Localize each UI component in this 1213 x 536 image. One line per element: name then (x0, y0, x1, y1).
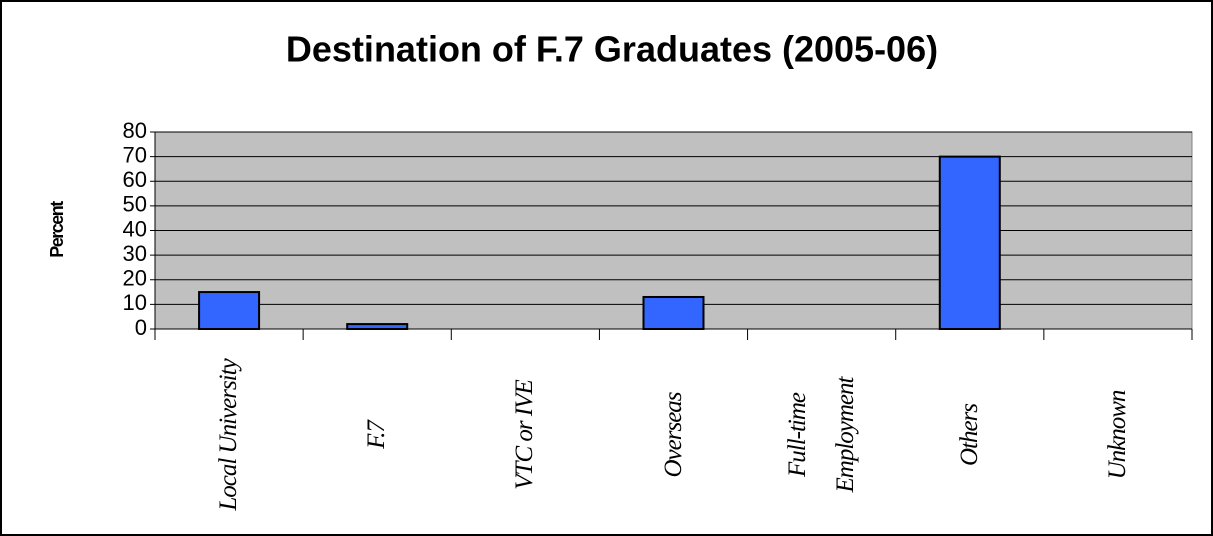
y-tick-label: 40 (123, 216, 147, 241)
bar (642, 295, 705, 330)
x-tick-label: Others (955, 403, 983, 467)
x-tick-label: Full-time Employment (783, 377, 859, 493)
y-tick-label: 80 (123, 118, 147, 143)
bar (938, 155, 1001, 330)
x-tick-label: F.7 (363, 421, 391, 449)
y-tick-label: 50 (123, 192, 147, 217)
x-tick-label: Unknown (1103, 390, 1131, 480)
y-tick-label: 60 (123, 167, 147, 192)
x-tick-label: Local University (215, 359, 243, 511)
y-tick-label: 30 (123, 241, 147, 266)
bar (198, 291, 261, 330)
y-tick-label: 70 (123, 142, 147, 167)
bar (346, 323, 409, 331)
x-tick-label: VTC or IVE (511, 380, 539, 490)
chart-title: Destination of F.7 Graduates (2005-06) (286, 29, 938, 70)
y-axis-label: Percent (47, 201, 67, 258)
x-tick-label: Overseas (659, 392, 687, 478)
y-tick-label: 20 (123, 266, 147, 291)
y-tick-label: 0 (135, 315, 147, 340)
y-tick-label: 10 (123, 290, 147, 315)
